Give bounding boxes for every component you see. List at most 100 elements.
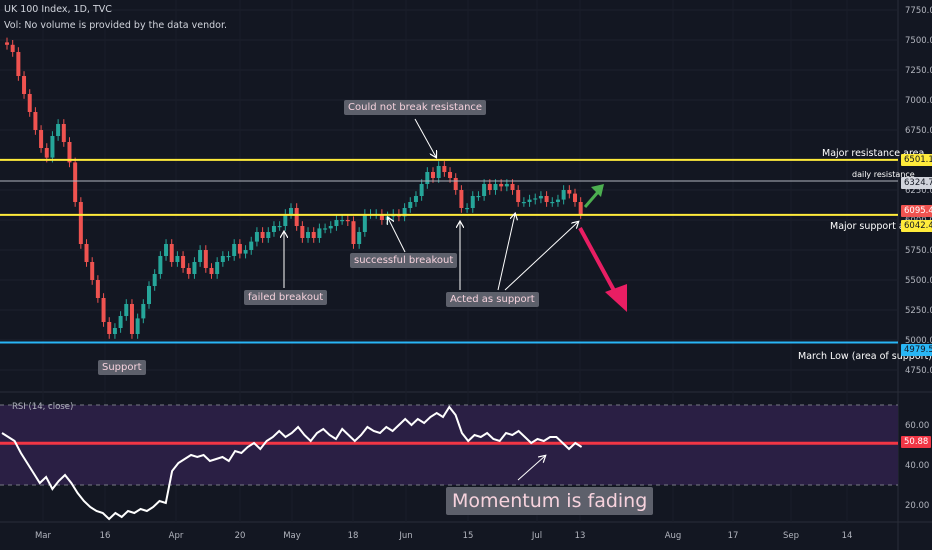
support-pointer-2	[497, 214, 515, 291]
candle-body	[482, 184, 487, 196]
candle-body	[226, 256, 231, 258]
x-tick-label: 17	[728, 531, 739, 541]
candle-body	[510, 184, 515, 190]
x-tick-label: 16	[100, 531, 111, 541]
y-tick-label: 7250.0	[905, 66, 932, 76]
resistance-note: Could not break resistance	[344, 100, 487, 115]
candle-body	[73, 162, 78, 202]
x-tick-label: 15	[463, 531, 474, 541]
x-tick-label: 20	[235, 531, 246, 541]
candle-body	[402, 208, 407, 217]
x-tick-label: 14	[842, 531, 853, 541]
support-pointer-3	[504, 222, 578, 291]
x-tick-label: Mar	[35, 531, 52, 541]
candle-body	[164, 244, 169, 256]
failed-breakout-note: failed breakout	[244, 290, 328, 305]
candle-body	[425, 172, 430, 184]
candle-body	[129, 304, 134, 334]
candle-body	[147, 286, 151, 304]
candle-body	[323, 228, 328, 230]
candle-body	[203, 250, 208, 268]
candle-body	[362, 214, 367, 232]
volume-note: Vol: No volume is provided by the data v…	[4, 20, 228, 31]
time-axis: Mar 16 Apr 20 May 18 Jun 15 Jul 13 Aug 17 Sep 14	[35, 531, 852, 541]
candle-body	[10, 44, 15, 52]
candle-body	[237, 244, 242, 254]
rsi-tick-label: 20.00	[905, 501, 929, 511]
candle-body	[379, 214, 384, 220]
candle-body	[493, 184, 498, 190]
support-note: Support	[98, 360, 146, 375]
candle-body	[95, 280, 100, 298]
candle-body	[271, 226, 276, 232]
y-tick-label: 7500.0	[905, 36, 932, 46]
candle-body	[101, 298, 106, 322]
candle-body	[152, 274, 157, 286]
candle-body	[112, 328, 117, 334]
x-tick-label: Aug	[665, 531, 682, 541]
candle-body	[487, 184, 492, 190]
candle-body	[135, 318, 140, 334]
candle-body	[33, 112, 38, 130]
candle-body	[573, 193, 577, 202]
candle-body	[254, 232, 259, 242]
candle-body	[436, 166, 441, 178]
march-low-label: March Low (area of support)	[798, 351, 932, 362]
candle-body	[78, 202, 83, 244]
rsi-line	[1, 405, 583, 521]
y-tick-label: 5250.0	[905, 306, 932, 316]
candle-body	[61, 124, 66, 142]
candle-body	[533, 198, 538, 200]
candle-body	[357, 232, 362, 244]
x-tick-label: 13	[575, 531, 586, 541]
chart-title: UK 100 Index, 1D, TVC	[4, 4, 112, 15]
candle-body	[277, 226, 282, 228]
y-tick-label: 7750.0	[905, 6, 932, 16]
last-price-tag: 6095.4	[901, 205, 932, 217]
candle-body	[107, 322, 112, 334]
resistance-pointer	[414, 118, 436, 157]
candle-body	[186, 268, 191, 274]
candle-body	[232, 244, 237, 256]
candle-body	[175, 256, 180, 262]
candle-body	[504, 184, 509, 187]
bullish-arrow-shaft	[583, 191, 600, 208]
candle-body	[243, 250, 248, 254]
candle-body	[419, 184, 424, 196]
candle-body	[408, 202, 413, 208]
candle-body	[317, 228, 322, 238]
candle-body	[470, 196, 475, 208]
candle-body	[283, 214, 288, 226]
y-tick-label: 5500.0	[905, 276, 932, 286]
candle-body	[192, 262, 197, 274]
candle-body	[351, 221, 356, 244]
rsi-label: RSI (14, close)	[12, 402, 74, 412]
candle-body	[413, 196, 418, 202]
candle-body	[220, 256, 225, 262]
major-resistance-label: Major resistance area	[822, 148, 925, 159]
resistance-price-tag: 6501.1	[901, 154, 932, 166]
candle-body	[311, 232, 316, 238]
candle-body	[578, 202, 583, 214]
bearish-arrow-shaft	[578, 227, 619, 297]
successful-breakout-pointer	[388, 218, 406, 253]
candle-body	[300, 226, 305, 238]
candle-body	[340, 220, 345, 222]
candle-body	[209, 268, 214, 274]
candle-body	[306, 232, 311, 238]
candle-body	[181, 256, 186, 268]
candle-body	[16, 52, 21, 76]
candle-body	[249, 241, 254, 250]
y-tick-label: 6250.0	[905, 186, 932, 196]
candle-body	[118, 316, 123, 328]
candle-body	[39, 130, 44, 148]
candle-body	[67, 142, 72, 163]
x-tick-label: Jul	[531, 531, 542, 541]
march-low-price-tag: 4979.5	[901, 344, 932, 356]
candle-body	[141, 304, 146, 319]
support-price-tag: 6042.4	[901, 220, 932, 232]
annotation-arrows	[284, 118, 627, 481]
candle-body	[22, 76, 27, 94]
bullish-arrow-head	[591, 184, 604, 197]
